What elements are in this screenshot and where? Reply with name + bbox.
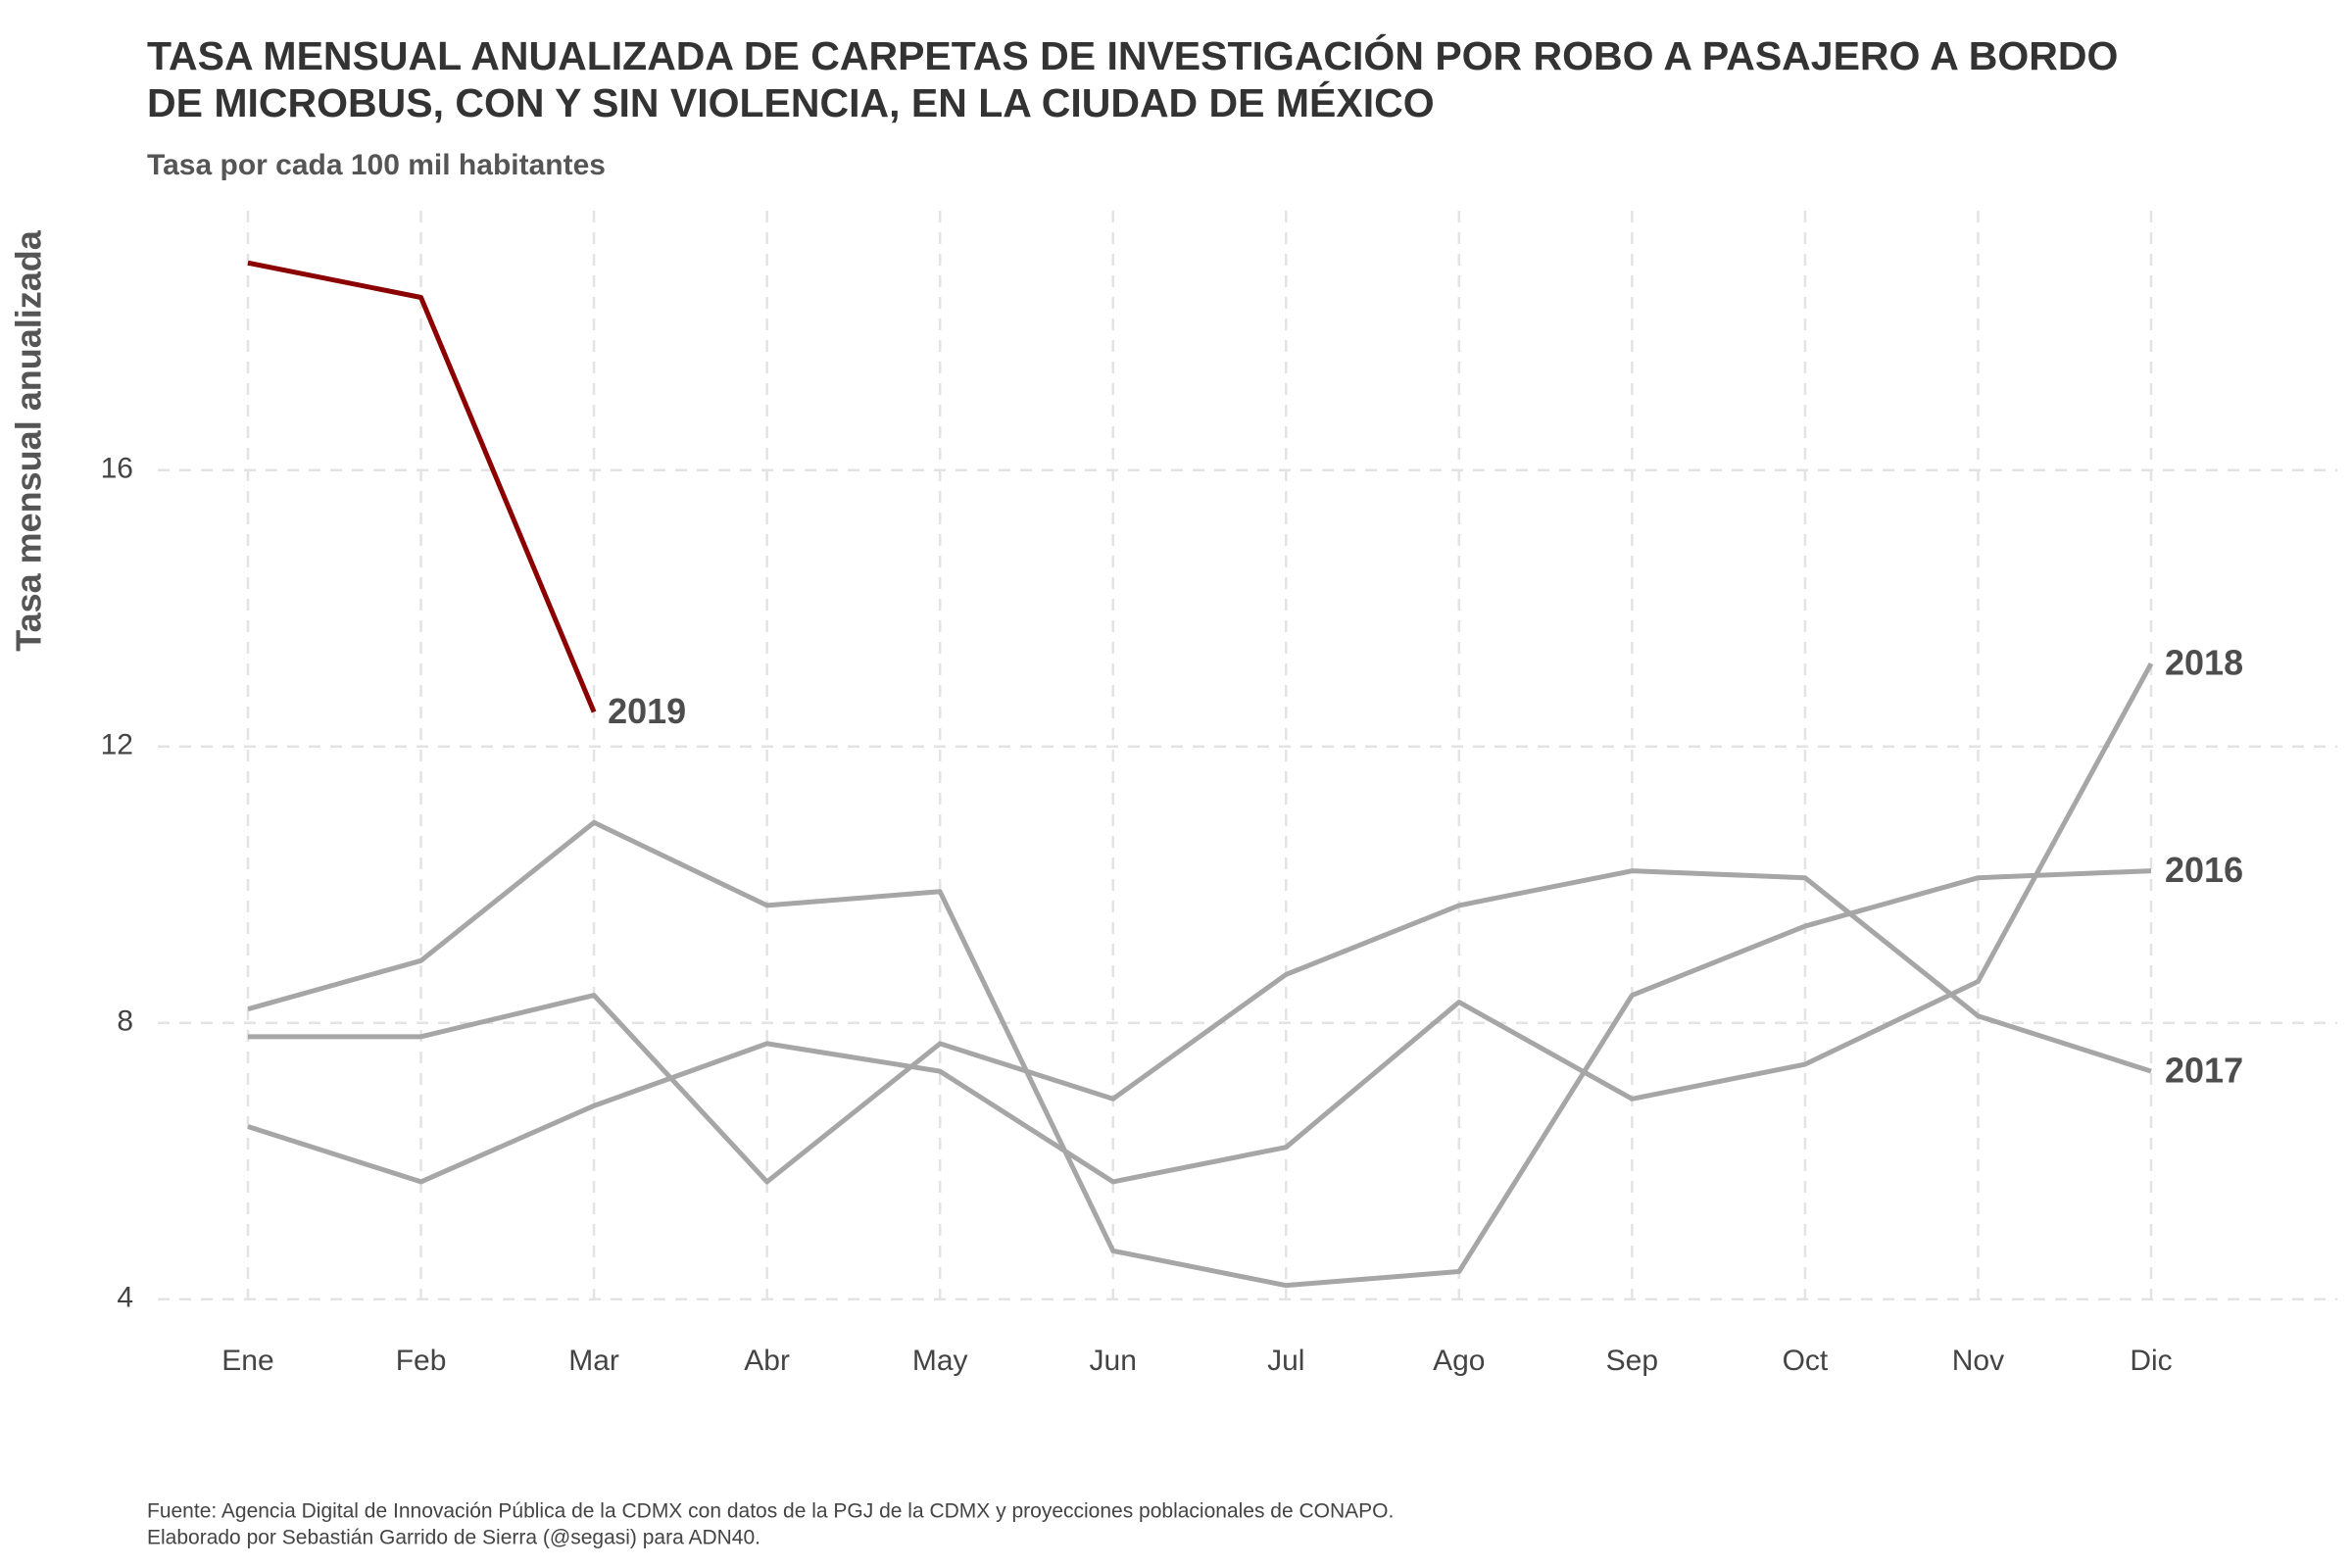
y-tick-label: 8: [117, 1005, 133, 1038]
y-axis-title: Tasa mensual anualizada: [9, 229, 49, 651]
chart-title: TASA MENSUAL ANUALIZADA DE CARPETAS DE I…: [147, 33, 2118, 78]
x-tick-label: Jul: [1267, 1345, 1304, 1377]
x-tick-label: Jun: [1090, 1345, 1137, 1377]
x-tick-label: Nov: [1952, 1345, 2004, 1377]
y-tick-label: 12: [101, 729, 133, 761]
x-tick-label: Feb: [396, 1345, 447, 1377]
y-tick-label: 4: [117, 1282, 133, 1314]
series-line: [247, 819, 2152, 1289]
series-label: 2016: [2165, 850, 2243, 890]
series-label: 2019: [608, 691, 686, 731]
series-line: [248, 868, 2152, 1185]
caption: Fuente: Agencia Digital de Innovación Pú…: [147, 1500, 1394, 1523]
x-tick-label: Sep: [1606, 1345, 1658, 1377]
series-line: [247, 260, 597, 713]
y-tick-label: 16: [101, 453, 133, 485]
series-label: 2017: [2165, 1051, 2243, 1091]
x-tick-label: May: [912, 1345, 968, 1377]
chart-title: DE MICROBUS, CON Y SIN VIOLENCIA, EN LA …: [147, 80, 1435, 125]
x-tick-label: Abr: [744, 1345, 790, 1377]
caption: Elaborado por Sebastián Garrido de Sierr…: [147, 1527, 760, 1549]
series-label: 2018: [2165, 643, 2243, 683]
x-tick-label: Ene: [221, 1345, 273, 1377]
series-line: [247, 662, 2154, 1185]
chart-subtitle: Tasa por cada 100 mil habitantes: [147, 149, 606, 181]
x-tick-label: Dic: [2130, 1345, 2172, 1377]
x-tick-label: Mar: [568, 1345, 619, 1377]
x-tick-label: Oct: [1783, 1345, 1829, 1377]
x-tick-label: Ago: [1433, 1345, 1485, 1377]
